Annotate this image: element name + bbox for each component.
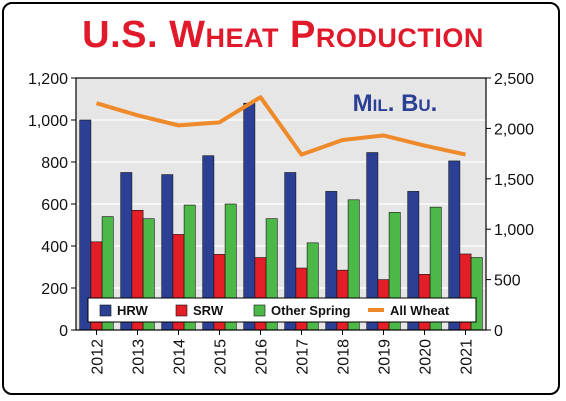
right-axis-tick-label: 1,500 [494,172,534,189]
bar-hrw [243,102,256,331]
x-axis-tick-label: 2013 [131,339,148,375]
left-axis-tick-label: 0 [59,323,68,340]
chart-title: U.S. Wheat Production [82,14,484,56]
x-axis-tick-label: 2017 [295,339,312,375]
right-axis-tick-label: 500 [494,273,521,290]
left-axis-tick-label: 600 [41,197,68,214]
x-axis-tick-label: 2012 [90,339,107,375]
right-axis-tick-label: 2,000 [494,121,534,138]
right-axis-tick-label: 0 [494,323,503,340]
legend-label-srw: SRW [193,303,224,318]
x-axis-tick-label: 2019 [377,339,394,375]
legend-label-all-wheat: All Wheat [390,303,450,318]
x-axis-tick-label: 2021 [459,339,476,375]
left-axis-tick-label: 800 [41,155,68,172]
unit-label: Mil. Bu. [353,90,438,117]
plot-border [75,77,487,331]
x-axis-tick-label: 2020 [418,339,435,375]
left-axis-tick-label: 200 [41,281,68,298]
x-axis-tick-label: 2014 [172,339,189,375]
legend-label-hrw: HRW [117,303,149,318]
left-axis-tick-label: 1,000 [28,113,68,130]
right-axis-tick-label: 1,000 [494,222,534,239]
left-axis-tick-label: 400 [41,239,68,256]
legend-swatch-other-spring [253,304,266,317]
legend-swatch-srw [175,304,188,317]
legend-label-other-spring: Other Spring [271,303,351,318]
legend-box [87,297,477,323]
legend-swatch-hrw [99,304,112,317]
x-axis-tick-label: 2015 [213,339,230,375]
x-axis-tick-label: 2016 [254,339,271,375]
x-axis-tick-label: 2018 [336,339,353,375]
right-axis-tick-label: 2,500 [494,71,534,88]
left-axis-tick-label: 1,200 [28,71,68,88]
line-all-wheat [95,95,466,157]
